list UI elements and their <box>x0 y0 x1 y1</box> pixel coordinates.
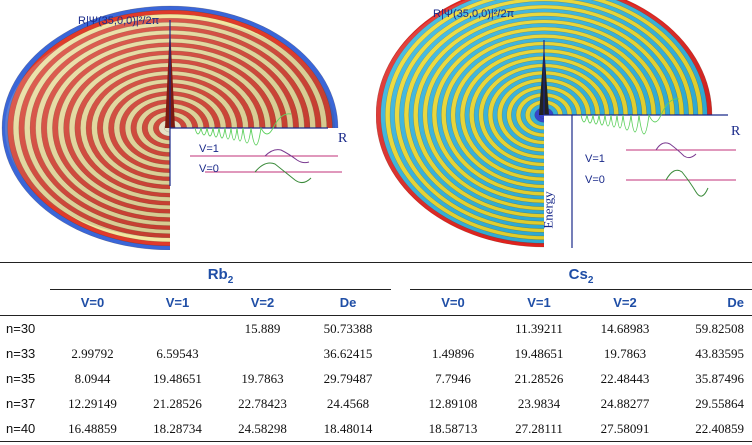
left-r-label: R <box>338 131 348 146</box>
table-cell: 7.7946 <box>435 370 471 386</box>
table-cell: 19.48651 <box>153 370 202 386</box>
table-cell: 19.7863 <box>241 370 284 386</box>
table-cell: 14.68983 <box>600 320 650 336</box>
table-cell: 29.55864 <box>695 395 744 411</box>
table-cell: 29.79487 <box>323 370 373 386</box>
table-cell: 22.40859 <box>668 416 752 442</box>
table-cell: 19.7863 <box>603 345 647 361</box>
table-cell: 16.48859 <box>50 416 135 442</box>
column-gap <box>391 316 410 342</box>
left-density-plot <box>1 5 342 250</box>
table-cell <box>135 316 220 342</box>
table-row: n=30 15.889 50.73388 11.39211 14.68983 59.825… <box>0 316 752 342</box>
column-header: De <box>305 289 391 316</box>
table-cell: 27.58091 <box>582 416 668 442</box>
row-label: n=37 <box>6 396 36 411</box>
right-energy-label: Energy <box>540 191 556 229</box>
table-cell: 8.0944 <box>74 370 111 386</box>
row-label: n=40 <box>0 416 50 442</box>
results-table: Rb2 Cs2 V=0 V=1 V=2 De V=0 V=1 V=2 De n=… <box>0 262 752 442</box>
left-figure: R|Ψ(35,0,0)|²/2π R V=1 V=0 <box>0 0 376 250</box>
right-figure: R|Ψ(35,0,0)|²/2π R V=1 V=0 Energy <box>376 0 752 250</box>
table-cell: 21.28526 <box>153 395 202 411</box>
table-cell: 11.39211 <box>515 320 563 336</box>
row-label: n=35 <box>6 371 36 386</box>
table-cell: 18.58713 <box>410 416 496 442</box>
table-cell: 12.29149 <box>68 395 117 411</box>
table-cell: 36.62415 <box>323 345 373 361</box>
column-header: V=1 <box>135 289 220 316</box>
table-cell: 1.49896 <box>431 345 475 361</box>
right-axis-title: R|Ψ(35,0,0)|²/2π <box>433 8 515 20</box>
table-cell: 50.73388 <box>323 320 373 336</box>
table-cell <box>410 316 496 342</box>
column-header: V=0 <box>410 289 496 316</box>
table-cell <box>50 316 135 342</box>
table-body: n=30 15.889 50.73388 11.39211 14.68983 59.825… <box>0 316 752 442</box>
table-cell: 2.99792 <box>71 345 114 361</box>
column-header: V=0 <box>50 289 135 316</box>
table-cell <box>220 341 305 366</box>
molecule-header-rb2: Rb2 <box>50 262 391 290</box>
left-v0-label: V=0 <box>199 163 219 175</box>
table-row: n=40 16.48859 18.28734 24.58298 18.48014 18.5… <box>0 416 752 442</box>
column-gap <box>391 416 410 442</box>
right-density-plot <box>376 0 736 248</box>
column-gap <box>391 366 410 391</box>
table-cell: 24.88277 <box>600 395 650 411</box>
right-v0-label: V=0 <box>585 174 605 186</box>
table-cell: 24.4568 <box>326 395 370 411</box>
right-wavefunction-curve <box>580 98 680 135</box>
table-cell: 19.48651 <box>514 345 564 361</box>
right-r-label: R <box>731 124 741 139</box>
column-header: V=1 <box>496 289 582 316</box>
table-cell: 18.28734 <box>135 416 220 442</box>
row-label: n=30 <box>6 321 36 336</box>
table-cell: 21.28526 <box>514 370 564 386</box>
table-cell: 23.9834 <box>517 395 561 411</box>
column-header: V=2 <box>220 289 305 316</box>
table-cell: 59.82508 <box>695 320 744 336</box>
left-v1-label: V=1 <box>199 143 219 155</box>
table-cell: 43.83595 <box>695 345 744 361</box>
table-cell: 15.889 <box>244 320 281 336</box>
left-wavefunction-curve <box>194 113 292 146</box>
row-label: n=33 <box>6 346 36 361</box>
table-cell: 12.89108 <box>428 395 478 411</box>
column-gap <box>391 391 410 416</box>
table-cell: 24.58298 <box>220 416 305 442</box>
right-v1-label: V=1 <box>585 153 605 165</box>
column-gap <box>391 341 410 366</box>
table-cell: 18.48014 <box>305 416 391 442</box>
molecule-header-cs2: Cs2 <box>410 262 752 290</box>
table-cell: 22.78423 <box>238 395 287 411</box>
table-row: n=37 12.29149 21.28526 22.78423 24.4568 12.89… <box>0 391 752 416</box>
column-header: V=2 <box>582 289 668 316</box>
table-cell: 27.28111 <box>496 416 582 442</box>
table-cell: 35.87496 <box>695 370 744 386</box>
table-cell: 6.59543 <box>156 345 199 361</box>
left-axis-title: R|Ψ(35,0,0)|²/2π <box>78 15 160 27</box>
column-header: De <box>668 289 752 316</box>
table-cell: 22.48443 <box>600 370 650 386</box>
results-table-container: Rb2 Cs2 V=0 V=1 V=2 De V=0 V=1 V=2 De n=… <box>0 262 752 445</box>
table-row: n=33 2.99792 6.59543 36.62415 1.49896 19.4865… <box>0 341 752 366</box>
table-row: n=35 8.0944 19.48651 19.7863 29.79487 7.7946 2… <box>0 366 752 391</box>
